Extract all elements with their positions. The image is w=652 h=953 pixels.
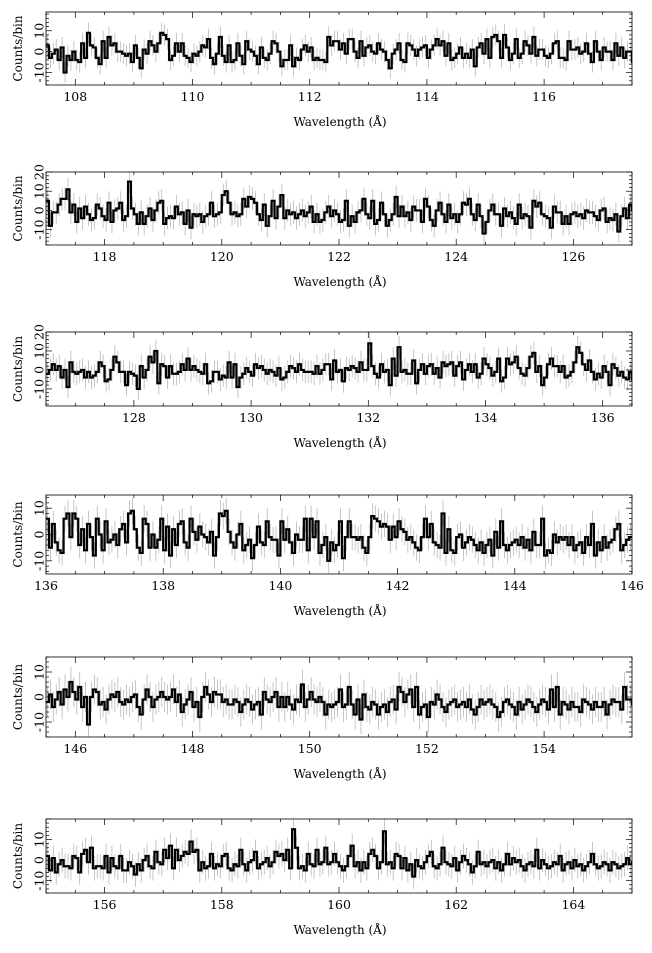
y-tick-label: 0: [32, 856, 47, 864]
y-tick-label: 0: [32, 693, 47, 701]
x-tick-label: 130: [239, 410, 263, 425]
spectrum-histogram: [46, 828, 632, 878]
y-axis-label: Counts/bin: [11, 664, 25, 730]
plot-data: [46, 22, 632, 83]
x-tick-label: 136: [591, 410, 615, 425]
spectrum-histogram: [46, 342, 632, 391]
error-bars: [47, 22, 631, 83]
x-tick-label: 110: [181, 89, 205, 104]
y-tick-label: 10: [32, 183, 47, 199]
y-tick-label: -10: [32, 871, 47, 891]
x-tick-label: 134: [474, 410, 498, 425]
y-axis-label: Counts/bin: [11, 175, 25, 241]
x-tick-label: 120: [210, 249, 234, 264]
x-tick-label: 108: [63, 89, 87, 104]
x-tick-label: 126: [561, 249, 585, 264]
plot-data: [46, 667, 632, 737]
spectrum-panel-5: 146 148 150 152 154 -10 0 10 Wavelength (Å) Count…: [11, 656, 633, 781]
x-tick-label: 164: [561, 897, 585, 912]
x-tick-label: 154: [532, 741, 556, 756]
x-tick-label: 148: [181, 741, 205, 756]
y-tick-label: 20: [32, 324, 47, 340]
y-tick-label: 0: [32, 366, 47, 374]
y-tick-label: -10: [32, 62, 47, 82]
spectrum-panel-3: 128 130 132 134 136 -10 0 10 20 Wavelength (Å) Cou…: [11, 324, 633, 450]
x-axis-label: Wavelength (Å): [293, 766, 386, 781]
x-tick-label: 118: [93, 249, 117, 264]
x-tick-label: 124: [444, 249, 468, 264]
x-tick-label: 122: [327, 249, 351, 264]
y-tick-label: -10: [32, 379, 47, 399]
x-tick-label: 144: [503, 578, 527, 593]
x-tick-label: 158: [210, 897, 234, 912]
x-tick-label: 140: [268, 578, 292, 593]
y-tick-label: -10: [32, 220, 47, 240]
y-axis-label: Counts/bin: [11, 501, 25, 567]
spectrum-panel-6: 156 158 160 162 164 -10 0 10 Wavelength (Å) Count…: [11, 818, 633, 937]
x-tick-label: 116: [532, 89, 556, 104]
x-tick-label: 114: [415, 89, 439, 104]
plot-frame: [45, 818, 633, 894]
x-axis-label: Wavelength (Å): [293, 603, 386, 618]
spectrum-panel-1: 108 110 112 114 116 -10 0 10 Wavelength (Å) Count…: [11, 11, 633, 129]
error-bars: [47, 172, 631, 245]
y-tick-label: 10: [32, 832, 47, 848]
x-tick-label: 132: [356, 410, 380, 425]
y-tick-label: 0: [32, 48, 47, 56]
y-axis-label: Counts/bin: [11, 823, 25, 889]
x-axis-label: Wavelength (Å): [293, 274, 386, 289]
y-axis-label: Counts/bin: [11, 336, 25, 402]
y-tick-label: 10: [32, 23, 47, 39]
y-axis-label: Counts/bin: [11, 15, 25, 81]
plot-data: [46, 497, 632, 574]
y-tick-label: 10: [32, 343, 47, 359]
spectrum-histogram: [46, 680, 632, 726]
y-tick-label: 0: [32, 206, 47, 214]
x-tick-label: 150: [298, 741, 322, 756]
spectrum-panel-2: 118 120 122 124 126 -10 0 10 20 Wavelength (Å) Cou…: [11, 164, 633, 289]
plot-data: [46, 819, 632, 889]
x-tick-label: 146: [63, 741, 87, 756]
spectrum-histogram: [46, 31, 632, 74]
x-tick-label: 142: [386, 578, 410, 593]
y-tick-label: 0: [32, 530, 47, 538]
x-tick-label: 160: [327, 897, 351, 912]
plot-data: [46, 172, 632, 245]
plot-data: [46, 332, 632, 401]
y-tick-label: -10: [32, 712, 47, 732]
y-tick-label: -10: [32, 551, 47, 571]
x-axis-label: Wavelength (Å): [293, 435, 386, 450]
spectrum-histogram: [46, 509, 632, 562]
x-tick-label: 128: [122, 410, 146, 425]
x-axis-label: Wavelength (Å): [293, 114, 386, 129]
spectrum-panel-4: 136 138 140 142 144 146 -10 0 10 Wavelength (Å) Co…: [11, 494, 644, 618]
x-tick-label: 136: [34, 578, 58, 593]
x-tick-label: 138: [151, 578, 175, 593]
y-tick-label: 10: [32, 664, 47, 680]
x-tick-label: 146: [620, 578, 644, 593]
x-tick-label: 162: [444, 897, 468, 912]
x-tick-label: 156: [93, 897, 117, 912]
y-tick-label: 20: [32, 164, 47, 180]
spectrum-histogram: [46, 180, 632, 235]
x-axis-label: Wavelength (Å): [293, 922, 386, 937]
x-tick-label: 112: [298, 89, 322, 104]
y-tick-label: 10: [32, 500, 47, 516]
x-tick-label: 152: [415, 741, 439, 756]
